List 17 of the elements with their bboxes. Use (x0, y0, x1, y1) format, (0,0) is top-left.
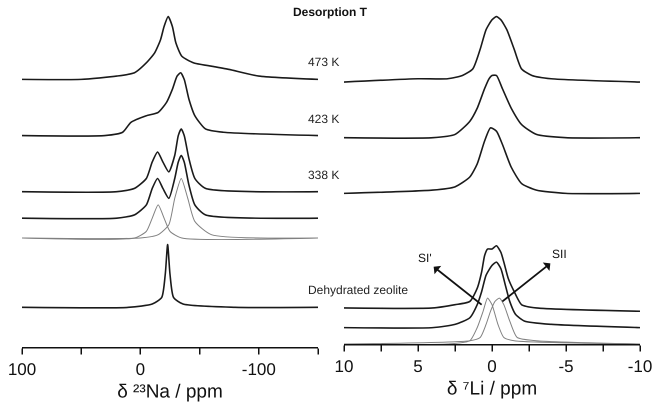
x-tick-label: -5 (558, 356, 574, 376)
series-label: 338 K (308, 168, 340, 182)
x-tick-label: 100 (8, 360, 36, 379)
x-tick-label: -10 (628, 356, 652, 376)
x-tick-label: 10 (334, 356, 354, 376)
x-tick-label: -100 (242, 360, 276, 379)
x-tick-label: 0 (136, 360, 146, 379)
series-label: 423 K (308, 112, 340, 126)
series-label: Dehydrated zeolite (308, 283, 408, 297)
annotation: Desorption T (293, 5, 368, 19)
x-tick-label: 0 (487, 356, 497, 376)
x-tick-label: 5 (413, 356, 423, 376)
series-label: 473 K (308, 55, 340, 69)
annotation: SI' (418, 251, 432, 265)
x-axis-title: δ ⁷Li / ppm (446, 378, 538, 400)
x-axis-title: δ ²³Na / ppm (117, 381, 223, 402)
annotation: SII (552, 247, 567, 261)
